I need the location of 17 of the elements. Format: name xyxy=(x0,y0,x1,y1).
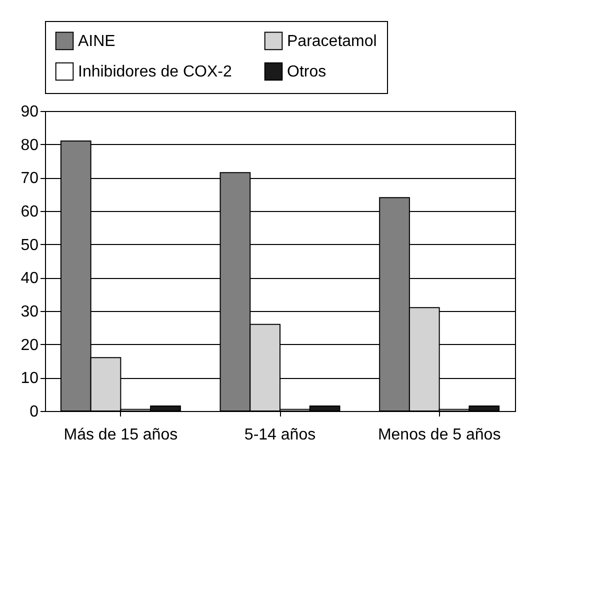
y-tick-label: 90 xyxy=(20,104,39,120)
y-tick-label: 70 xyxy=(20,170,39,188)
legend-label: AINE xyxy=(78,32,116,50)
legend-label: Paracetamol xyxy=(287,32,377,50)
y-tick-label: 60 xyxy=(20,204,39,220)
y-tick-label: 30 xyxy=(20,304,39,320)
x-tick-label: Menos de 5 años xyxy=(378,426,501,444)
y-tick-label: 20 xyxy=(20,336,39,354)
y-tick-label: 80 xyxy=(20,136,39,154)
y-tick-label: 50 xyxy=(20,236,39,254)
x-tick-label: 5-14 años xyxy=(244,426,316,444)
legend-label: Inhibidores de COX-2 xyxy=(78,64,232,80)
y-tick-label: 40 xyxy=(20,270,39,288)
legend-label: Otros xyxy=(287,64,326,80)
y-tick-label: 0 xyxy=(30,404,39,420)
y-tick-label: 10 xyxy=(20,370,39,388)
x-tick-label: Más de 15 años xyxy=(64,426,178,444)
